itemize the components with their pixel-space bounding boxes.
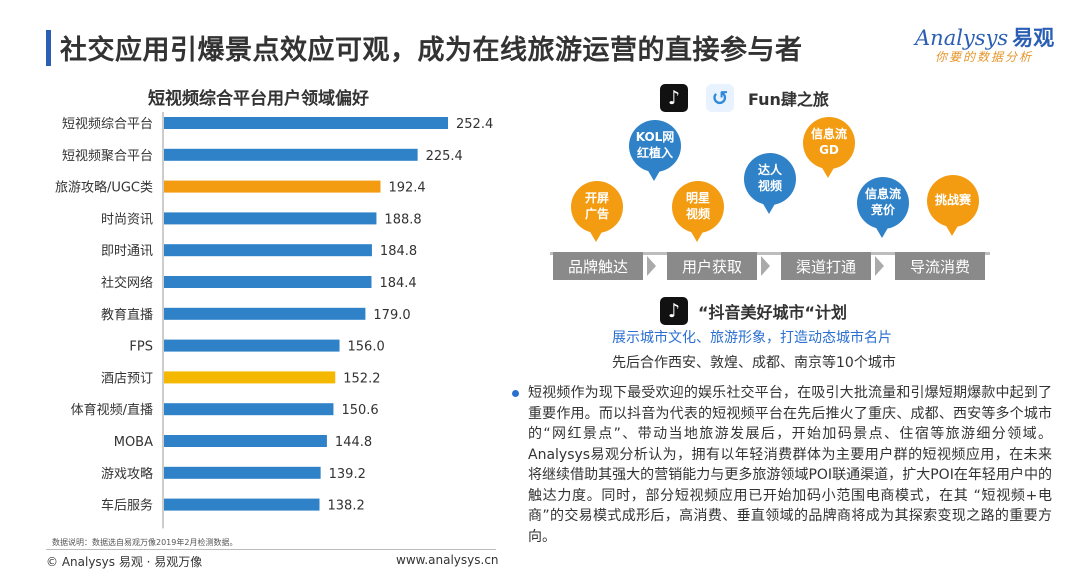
bubble-label: 信息流 GD xyxy=(810,127,847,157)
analysis-paragraph: 短视频作为现下最受欢迎的娱乐社交平台，在吸引大批流量和引爆短期爆款中起到了重要作… xyxy=(528,385,1052,545)
category-label: 酒店预订 xyxy=(101,371,153,386)
bubble-label: 达人 视频 xyxy=(757,163,782,193)
category-label: 时尚资讯 xyxy=(101,212,153,227)
category-label: MOBA xyxy=(114,435,153,450)
bar xyxy=(164,466,321,479)
bubble-label: KOL网 红植入 xyxy=(635,130,675,160)
value-label: 184.8 xyxy=(380,244,417,259)
bar xyxy=(164,180,381,193)
value-label: 138.2 xyxy=(328,499,365,514)
bar xyxy=(164,148,418,161)
plan-row: ♪ “抖音美好城市“计划 xyxy=(660,297,847,325)
marketing-bubble: 明星 视频 xyxy=(672,181,724,242)
value-label: 152.2 xyxy=(343,371,380,386)
category-label: 教育直播 xyxy=(101,307,153,323)
chart-note: 数据说明：数据选自易观万像2019年2月检测数据。 xyxy=(52,538,238,547)
category-label: FPS xyxy=(129,340,153,355)
marketing-bubble: 挑战赛 xyxy=(927,175,979,236)
bar xyxy=(164,244,372,257)
tiktok-icon: ♪ xyxy=(660,84,688,112)
fun-app-label: Fun肆之旅 xyxy=(748,90,829,109)
footer-url: www.analysys.cn xyxy=(396,553,499,567)
stage-track xyxy=(550,252,990,255)
stage-arrow xyxy=(875,256,884,276)
stage-arrow xyxy=(761,256,770,276)
category-label: 体育视频/直播 xyxy=(71,402,153,418)
category-label: 游戏攻略 xyxy=(101,466,153,482)
value-label: 156.0 xyxy=(348,340,385,355)
plan-title: “抖音美好城市“计划 xyxy=(698,303,848,322)
bullet-dot xyxy=(512,390,519,397)
value-label: 139.2 xyxy=(329,467,366,482)
plan-subtitle-2: 先后合作西安、敦煌、成都、南京等10个城市 xyxy=(612,355,896,371)
bar-chart: 短视频综合平台 252.4 短视频聚合平台 225.4 旅游攻略/UGC类 192.4 时尚… xyxy=(55,112,493,529)
logo-en: Analysys xyxy=(915,26,1009,50)
bar xyxy=(164,498,320,511)
value-label: 179.0 xyxy=(373,308,410,323)
analysys-logo: Analysys 易观 你要的数据分析 xyxy=(915,22,1065,70)
bubble-label: 挑战赛 xyxy=(934,193,971,208)
footer-divider xyxy=(46,549,496,550)
logo-cn: 易观 xyxy=(1012,26,1055,50)
value-label: 252.4 xyxy=(456,117,493,132)
bubble-label: 明星 视频 xyxy=(685,191,710,221)
bar xyxy=(164,307,366,320)
tiktok-icon: ♪ xyxy=(660,297,688,325)
marketing-bubble: KOL网 红植入 xyxy=(629,120,681,181)
value-label: 184.4 xyxy=(379,276,416,291)
category-label: 旅游攻略/UGC类 xyxy=(55,180,153,196)
marketing-bubble: 信息流 GD xyxy=(803,117,855,178)
stage-box: 品牌触达 xyxy=(553,252,643,280)
title-accent-bar xyxy=(46,30,51,66)
value-label: 188.8 xyxy=(384,212,421,227)
value-label: 144.8 xyxy=(335,435,372,450)
bar xyxy=(164,403,334,416)
footer-copyright: © Analysys 易观 · 易观万像 xyxy=(46,555,203,569)
category-label: 即时通讯 xyxy=(101,244,153,259)
category-label: 车后服务 xyxy=(101,498,153,514)
chart-title: 短视频综合平台用户领域偏好 xyxy=(148,89,369,109)
app-icons-row: ♪ ↺ Fun肆之旅 xyxy=(660,84,829,112)
bubble-label: 信息流 竞价 xyxy=(864,187,901,217)
stage-box: 导流消费 xyxy=(895,252,985,280)
marketing-bubble: 达人 视频 xyxy=(744,153,796,214)
bar xyxy=(164,212,377,225)
logo-slogan: 你要的数据分析 xyxy=(935,50,1034,64)
bar xyxy=(164,117,448,129)
stage-box: 渠道打通 xyxy=(781,252,871,280)
bubble-label: 开屏 广告 xyxy=(584,191,609,221)
logo-text: Analysys 易观 xyxy=(915,22,1054,52)
value-label: 192.4 xyxy=(388,181,425,196)
bar xyxy=(164,276,372,288)
marketing-bubble: 开屏 广告 xyxy=(571,181,623,242)
category-label: 短视频综合平台 xyxy=(62,117,153,132)
category-label: 社交网络 xyxy=(101,275,153,291)
category-label: 短视频聚合平台 xyxy=(62,149,153,164)
bar xyxy=(164,435,327,447)
bar xyxy=(164,371,336,384)
bar xyxy=(164,339,340,352)
plan-subtitle-1: 展示城市文化、旅游形象，打造动态城市名片 xyxy=(612,330,892,346)
value-label: 225.4 xyxy=(426,149,463,164)
value-label: 150.6 xyxy=(341,403,378,418)
page-title: 社交应用引爆景点效应可观，成为在线旅游运营的直接参与者 xyxy=(60,35,803,66)
marketing-bubble: 信息流 竞价 xyxy=(857,177,909,238)
fun-icon: ↺ xyxy=(706,84,734,112)
stage-box: 用户获取 xyxy=(667,252,757,280)
stage-arrow xyxy=(647,256,656,276)
